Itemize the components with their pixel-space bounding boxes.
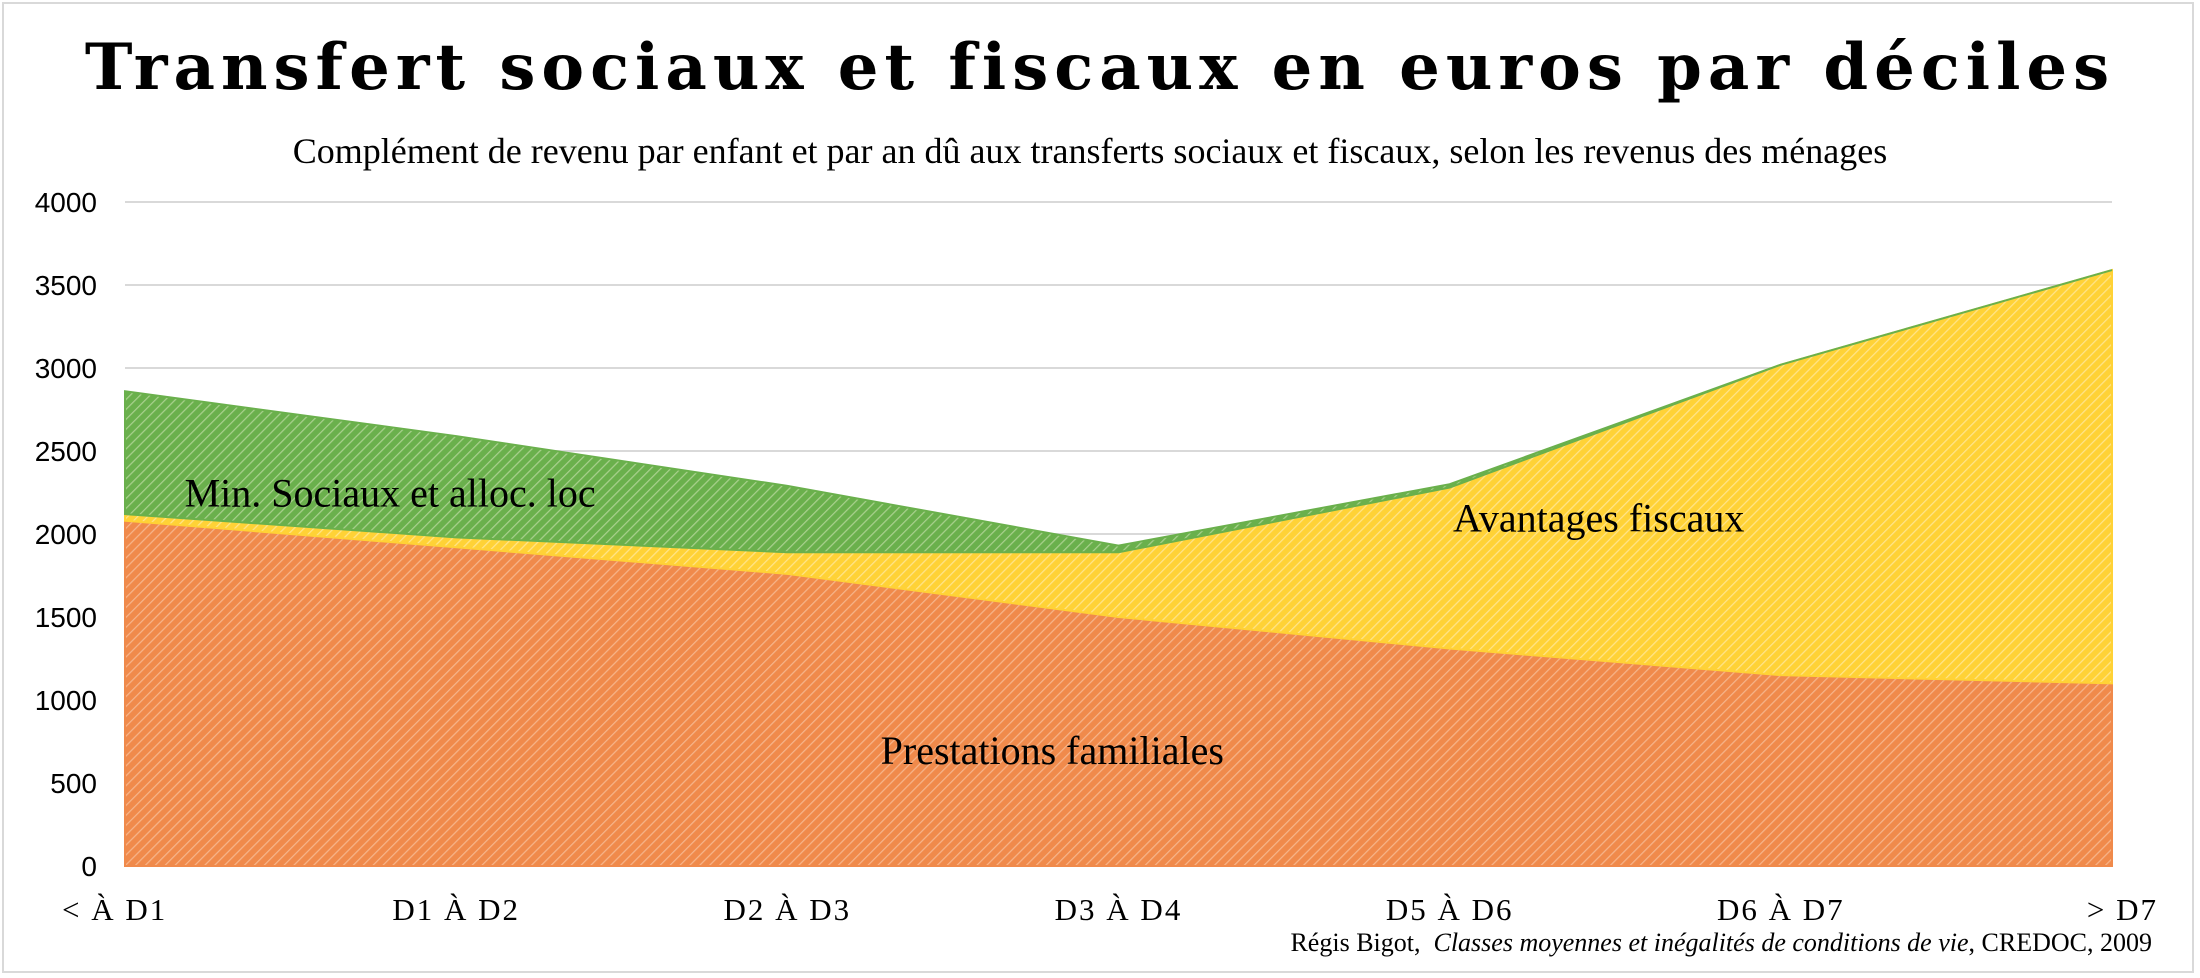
y-tick-label: 0 [81,851,97,882]
chart-subtitle: Complément de revenu par enfant et par a… [292,131,1888,171]
source-credit: Régis Bigot, Classes moyennes et inégali… [1290,928,2152,958]
chart-title: Transfert sociaux et fiscaux en euros pa… [84,30,2116,105]
y-tick-label: 2500 [35,436,97,467]
x-tick-label: D5 À D6 [1386,892,1514,927]
y-tick-label: 2000 [35,519,97,550]
source-tail: , CREDOC, 2009 [1968,928,2152,957]
y-tick-label: 500 [50,768,97,799]
x-tick-label: > D7 [2087,892,2158,927]
y-tick-label: 3500 [35,270,97,301]
x-tick-label: D1 À D2 [392,892,520,927]
y-tick-label: 1500 [35,602,97,633]
area-label: Avantages fiscaux [1453,495,1744,540]
y-tick-label: 1000 [35,685,97,716]
area-2 [124,269,2113,554]
source-author: Régis Bigot, [1290,928,1421,957]
stacked-areas [124,268,2113,867]
x-axis-ticks: < À D1 D1 À D2 D2 À D3 D3 À D4 D5 À D6 D6 À D… [62,892,2158,927]
area-labels: Prestations familiales Avantages fiscaux M… [185,471,1745,773]
x-tick-label: D3 À D4 [1055,892,1183,927]
y-tick-label: 4000 [35,187,97,218]
x-tick-label: < À D1 [62,892,167,927]
source-title: Classes moyennes et inégalités de condit… [1433,928,1969,957]
y-axis-ticks: 0 500 1000 1500 2000 2500 3000 3500 4000 [35,187,97,882]
x-tick-label: D2 À D3 [723,892,851,927]
area-label: Prestations familiales [881,728,1224,773]
y-tick-label: 3000 [35,353,97,384]
x-tick-label: D6 À D7 [1717,892,1845,927]
area-label: Min. Sociaux et alloc. loc [185,471,596,516]
